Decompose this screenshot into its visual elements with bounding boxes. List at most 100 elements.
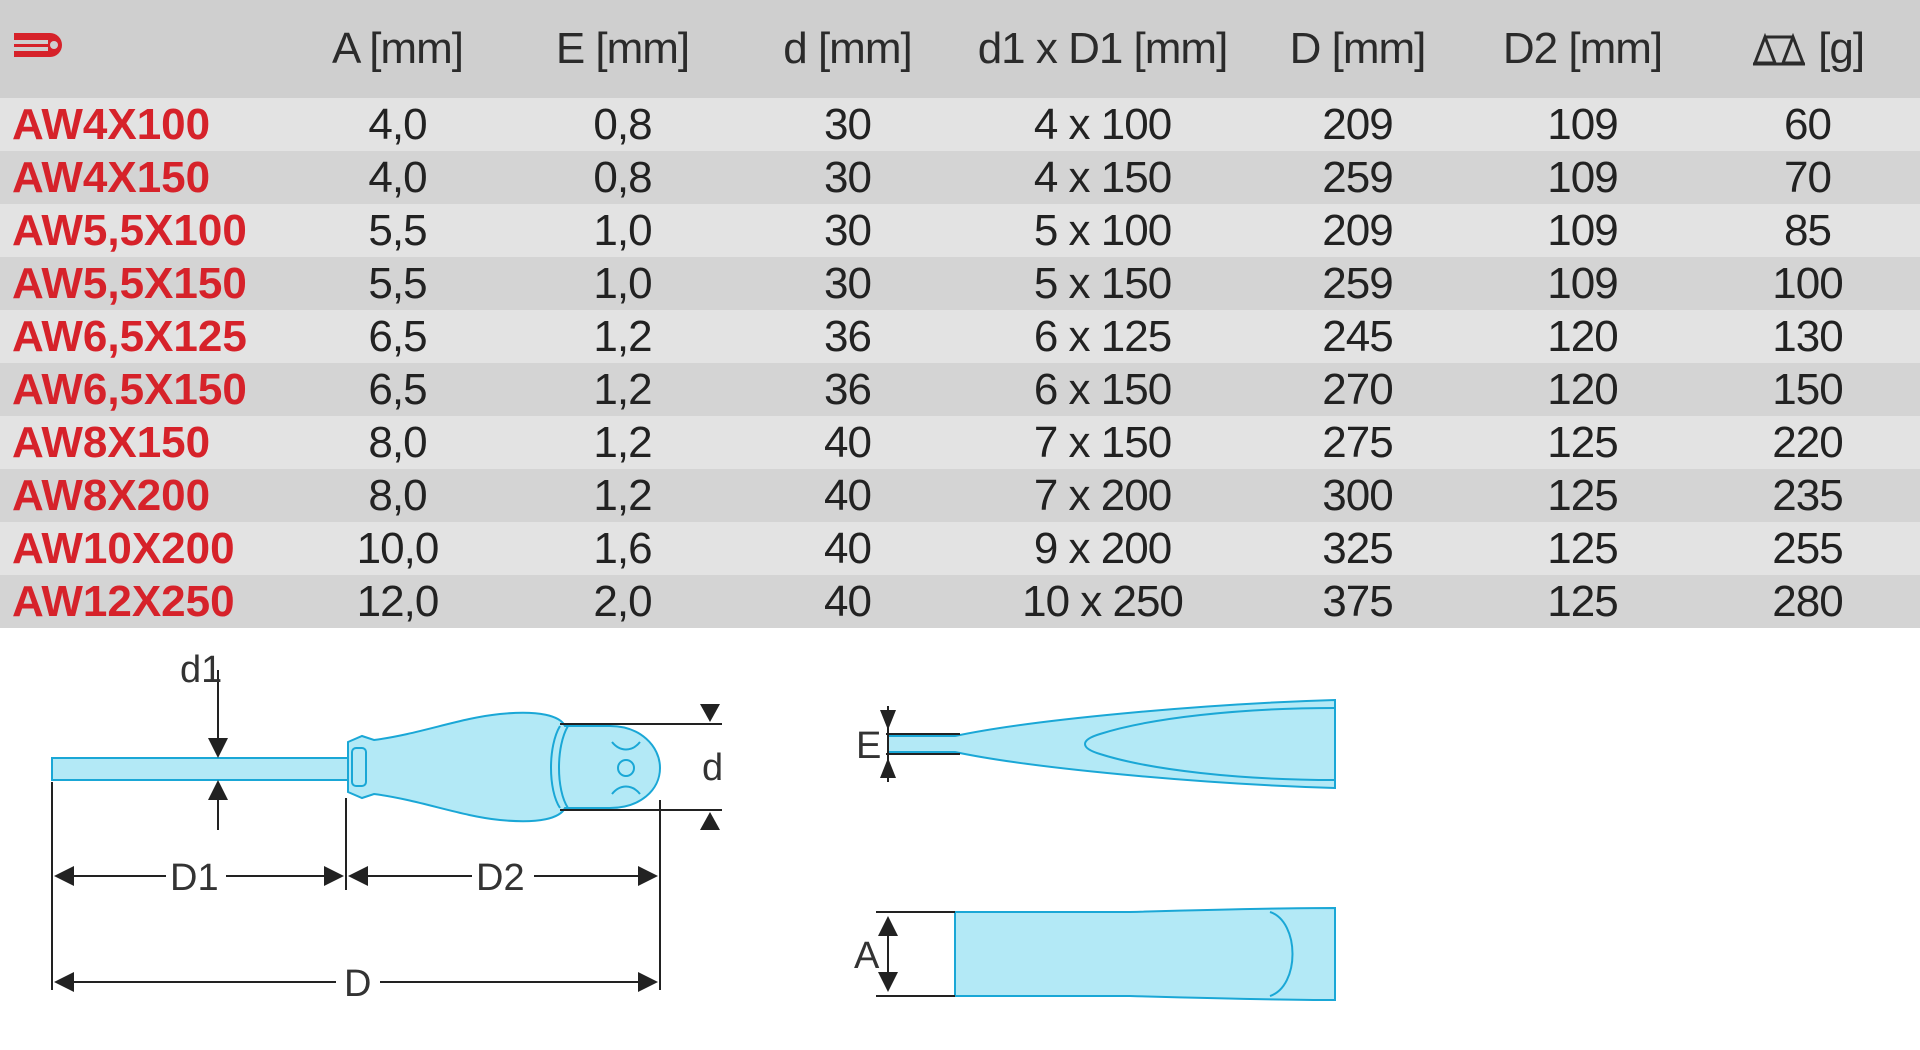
- label-A: A: [854, 935, 880, 977]
- cell-e: 0,8: [510, 151, 735, 204]
- cell-d2: 120: [1470, 363, 1695, 416]
- cell-d1xd1: 6 x 150: [960, 363, 1245, 416]
- cell-d-small: 40: [735, 575, 960, 628]
- cell-e: 1,2: [510, 416, 735, 469]
- facom-logo-icon: [14, 33, 62, 57]
- col-header-d1xd1: d1 x D1 [mm]: [960, 0, 1245, 98]
- cell-d1xd1: 7 x 200: [960, 469, 1245, 522]
- cell-d2: 109: [1470, 151, 1695, 204]
- cell-e: 2,0: [510, 575, 735, 628]
- blade-thickness-view: E: [856, 698, 1336, 790]
- cell-weight: 150: [1695, 363, 1920, 416]
- cell-d: 209: [1245, 204, 1470, 257]
- table-row: AW5,5X100 5,5 1,0 30 5 x 100 209 109 85: [0, 204, 1920, 257]
- cell-a: 4,0: [285, 151, 510, 204]
- cell-ref: AW10X200: [0, 522, 285, 575]
- table-row: AW5,5X150 5,5 1,0 30 5 x 150 259 109 100: [0, 257, 1920, 310]
- cell-a: 5,5: [285, 257, 510, 310]
- cell-d1xd1: 10 x 250: [960, 575, 1245, 628]
- cell-d2: 125: [1470, 416, 1695, 469]
- cell-d: 375: [1245, 575, 1470, 628]
- table-row: AW4X100 4,0 0,8 30 4 x 100 209 109 60: [0, 98, 1920, 151]
- dimension-d1-length: D1: [54, 857, 344, 899]
- cell-d-small: 30: [735, 257, 960, 310]
- cell-weight: 70: [1695, 151, 1920, 204]
- blade-edge-profile: [887, 698, 1336, 790]
- cell-d-small: 36: [735, 363, 960, 416]
- table-row: AW6,5X150 6,5 1,2 36 6 x 150 270 120 150: [0, 363, 1920, 416]
- cell-d: 209: [1245, 98, 1470, 151]
- cell-ref: AW6,5X125: [0, 310, 285, 363]
- label-d1: d1: [180, 649, 222, 691]
- table-row: AW10X200 10,0 1,6 40 9 x 200 325 125 255: [0, 522, 1920, 575]
- cell-d1xd1: 6 x 125: [960, 310, 1245, 363]
- cell-a: 12,0: [285, 575, 510, 628]
- cell-weight: 100: [1695, 257, 1920, 310]
- cell-d-small: 30: [735, 204, 960, 257]
- cell-d: 259: [1245, 257, 1470, 310]
- cell-d-small: 40: [735, 416, 960, 469]
- table-row: AW4X150 4,0 0,8 30 4 x 150 259 109 70: [0, 151, 1920, 204]
- table-row: AW8X150 8,0 1,2 40 7 x 150 275 125 220: [0, 416, 1920, 469]
- label-D1: D1: [170, 857, 219, 899]
- cell-d: 275: [1245, 416, 1470, 469]
- cell-d1xd1: 9 x 200: [960, 522, 1245, 575]
- cell-d-small: 40: [735, 522, 960, 575]
- col-header-e: E [mm]: [510, 0, 735, 98]
- cell-e: 1,2: [510, 469, 735, 522]
- table-row: AW8X200 8,0 1,2 40 7 x 200 300 125 235: [0, 469, 1920, 522]
- label-D: D: [344, 963, 371, 1005]
- cell-a: 8,0: [285, 469, 510, 522]
- cell-e: 1,0: [510, 204, 735, 257]
- screwdriver-spec-table: A [mm] E [mm] d [mm] d1 x D1 [mm] D [mm]…: [0, 0, 1920, 628]
- dimension-d1: d1: [180, 649, 228, 830]
- cell-d2: 125: [1470, 469, 1695, 522]
- col-header-d: D [mm]: [1245, 0, 1470, 98]
- cell-d1xd1: 4 x 150: [960, 151, 1245, 204]
- cell-e: 1,0: [510, 257, 735, 310]
- cell-e: 1,6: [510, 522, 735, 575]
- blade-width-view: A: [854, 906, 1336, 1002]
- weight-unit-label: [g]: [1818, 24, 1865, 73]
- screwdriver-shaft: [51, 757, 349, 781]
- cell-a: 8,0: [285, 416, 510, 469]
- cell-a: 4,0: [285, 98, 510, 151]
- reference-column-header: [0, 0, 285, 98]
- cell-d2: 120: [1470, 310, 1695, 363]
- blade-face-profile: [954, 906, 1336, 1002]
- dimension-d2-length: D2: [348, 857, 658, 899]
- cell-ref: AW8X200: [0, 469, 285, 522]
- cell-a: 5,5: [285, 204, 510, 257]
- cell-d-small: 30: [735, 98, 960, 151]
- cell-weight: 60: [1695, 98, 1920, 151]
- dimension-total-length: D: [54, 963, 658, 1005]
- col-header-d2: D2 [mm]: [1470, 0, 1695, 98]
- dimension-d: d: [560, 704, 723, 830]
- cell-d: 300: [1245, 469, 1470, 522]
- cell-d2: 109: [1470, 204, 1695, 257]
- cell-d2: 125: [1470, 522, 1695, 575]
- cell-ref: AW5,5X100: [0, 204, 285, 257]
- screwdriver-handle: [347, 711, 662, 823]
- cell-weight: 85: [1695, 204, 1920, 257]
- cell-weight: 280: [1695, 575, 1920, 628]
- cell-d2: 125: [1470, 575, 1695, 628]
- cell-d: 259: [1245, 151, 1470, 204]
- cell-weight: 235: [1695, 469, 1920, 522]
- col-header-d-small: d [mm]: [735, 0, 960, 98]
- balance-scale-icon: [1752, 32, 1806, 66]
- cell-e: 0,8: [510, 98, 735, 151]
- cell-d-small: 40: [735, 469, 960, 522]
- cell-weight: 130: [1695, 310, 1920, 363]
- cell-d2: 109: [1470, 98, 1695, 151]
- cell-d: 245: [1245, 310, 1470, 363]
- cell-d1xd1: 4 x 100: [960, 98, 1245, 151]
- cell-d: 270: [1245, 363, 1470, 416]
- label-D2: D2: [476, 857, 525, 899]
- cell-ref: AW4X100: [0, 98, 285, 151]
- table-row: AW6,5X125 6,5 1,2 36 6 x 125 245 120 130: [0, 310, 1920, 363]
- cell-d2: 109: [1470, 257, 1695, 310]
- col-header-weight: [g]: [1695, 0, 1920, 98]
- col-header-a: A [mm]: [285, 0, 510, 98]
